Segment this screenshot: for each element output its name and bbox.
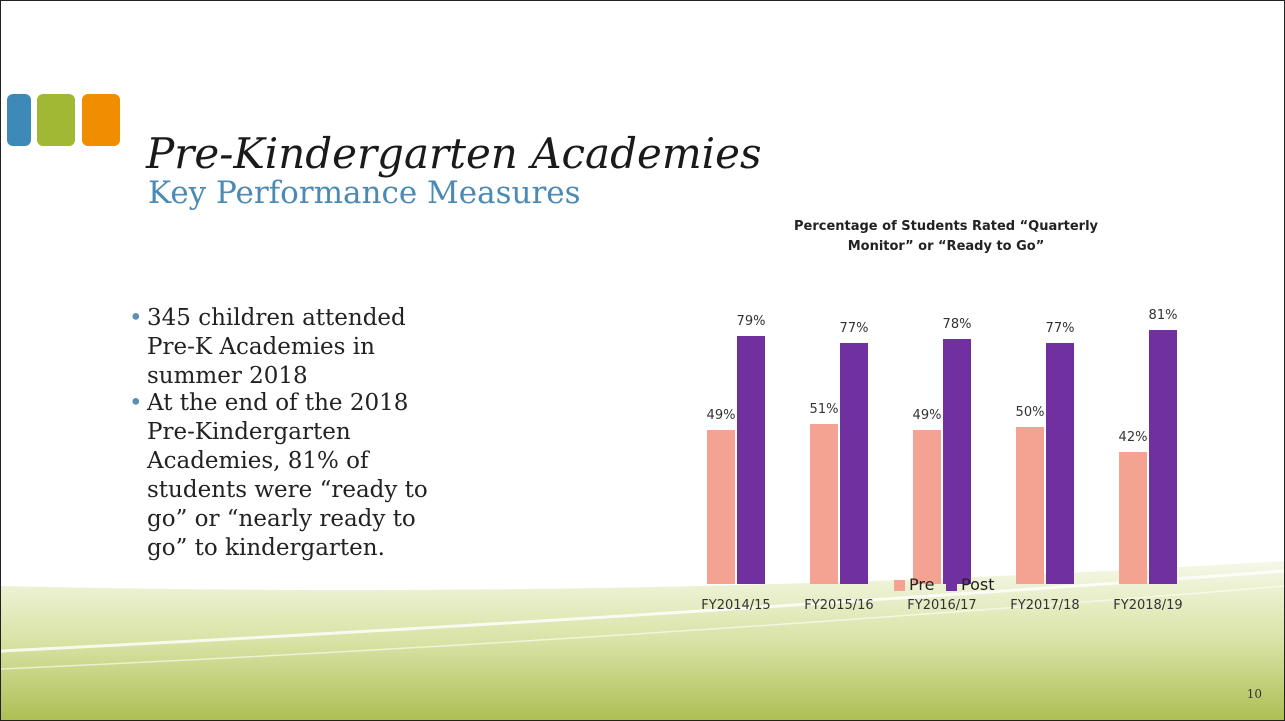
x-tick-label: FY2016/17 [907, 598, 977, 613]
data-label: 49% [912, 408, 942, 424]
bullet: 345 children attended Pre-K Academies in… [129, 304, 459, 391]
page-number: 10 [1246, 687, 1262, 701]
data-label: 77% [839, 320, 869, 336]
data-label: 78% [942, 317, 972, 333]
x-tick-label: FY2017/18 [1010, 598, 1080, 613]
bar [840, 342, 868, 584]
bar [737, 336, 765, 584]
bar [1149, 330, 1177, 584]
x-tick-label: FY2015/16 [804, 598, 874, 613]
data-label: 50% [1015, 405, 1045, 421]
data-label: 79% [736, 314, 766, 330]
data-label: 81% [1148, 308, 1178, 323]
bar [1046, 342, 1074, 584]
bullet: At the end of the 2018 Pre-Kindergarten … [129, 389, 459, 563]
slide-title: Pre-Kindergarten Academies [146, 129, 762, 178]
x-tick-label: FY2014/15 [701, 598, 771, 613]
bar [1016, 427, 1044, 584]
legend-label: Pre [909, 575, 935, 594]
data-label: 42% [1118, 430, 1148, 446]
bar [707, 430, 735, 584]
bar [913, 430, 941, 584]
legend-label: Post [961, 575, 995, 594]
bar [943, 339, 971, 584]
x-tick-label: FY2018/19 [1113, 598, 1183, 613]
legend-swatch [894, 580, 905, 591]
data-label: 77% [1045, 320, 1075, 336]
slide-subtitle: Key Performance Measures [148, 175, 581, 211]
data-label: 51% [809, 402, 839, 418]
bar [810, 424, 838, 584]
bullet-text: At the end of the 2018 Pre-Kindergarten … [147, 390, 428, 561]
data-label: 49% [706, 408, 736, 424]
bullet-text: 345 children attended Pre-K Academies in… [147, 305, 406, 389]
legend-swatch [946, 580, 957, 591]
bar [1119, 452, 1147, 584]
chart-title: Percentage of Students Rated “Quarterly … [793, 219, 1099, 254]
